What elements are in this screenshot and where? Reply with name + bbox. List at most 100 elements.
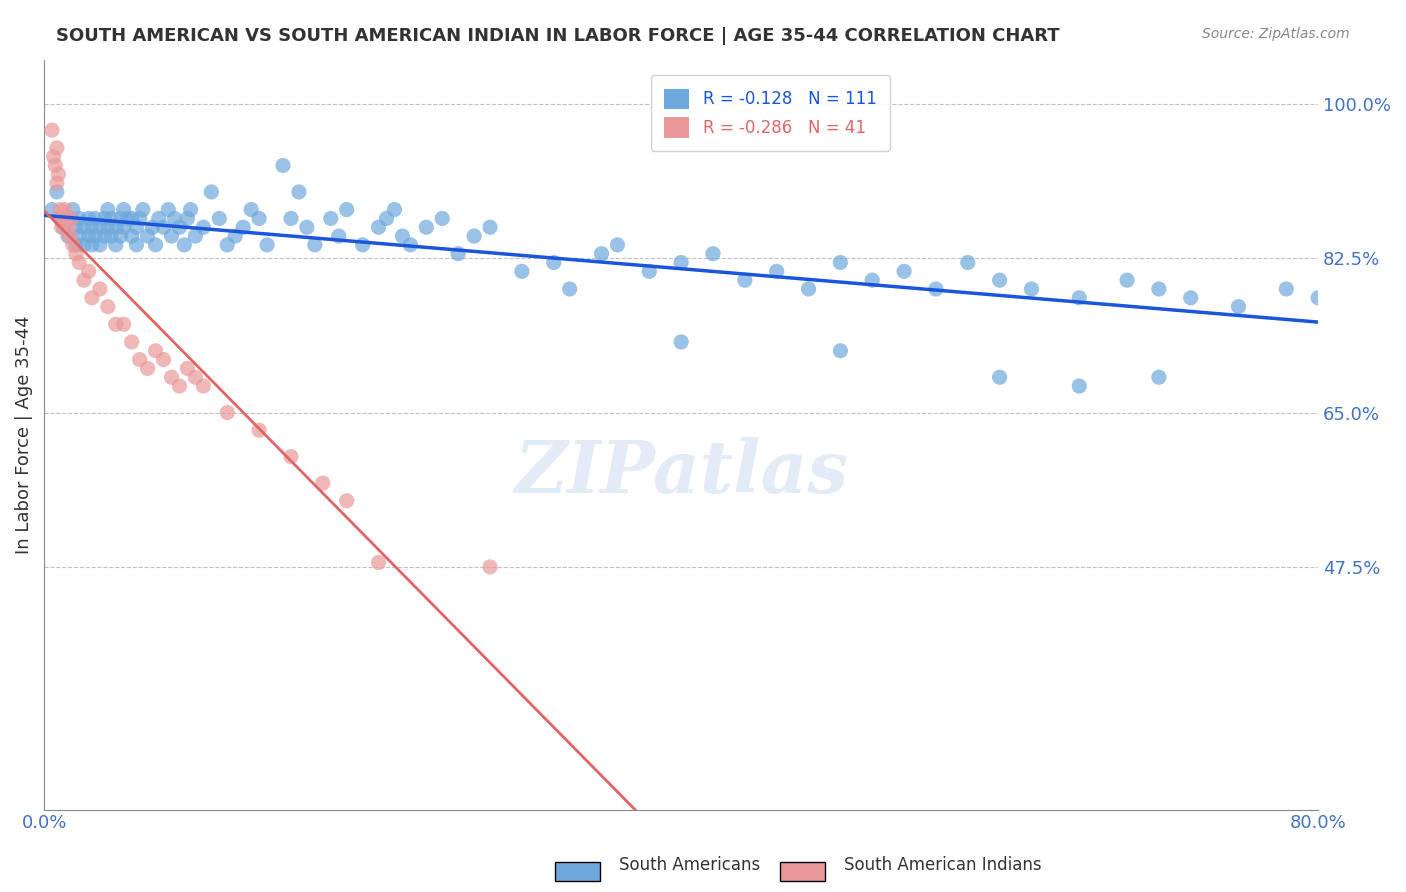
Point: [193, 220, 215, 235]
Point: [157, 202, 180, 217]
Point: [367, 556, 389, 570]
Point: [62, 238, 84, 252]
Point: [328, 229, 350, 244]
Point: [312, 476, 335, 491]
Point: [169, 379, 191, 393]
Point: [62, 202, 84, 217]
Point: [463, 229, 485, 244]
Point: [77, 264, 100, 278]
Point: [1227, 300, 1250, 314]
Point: [51, 220, 73, 235]
Point: [125, 238, 148, 252]
Point: [89, 220, 111, 235]
Point: [415, 220, 437, 235]
Point: [121, 229, 143, 244]
Point: [160, 229, 183, 244]
Point: [97, 202, 120, 217]
Point: [44, 159, 66, 173]
Point: [41, 202, 63, 217]
Point: [110, 211, 132, 226]
Text: South American Indians: South American Indians: [844, 856, 1042, 874]
Point: [67, 211, 90, 226]
Point: [1069, 291, 1091, 305]
Point: [176, 361, 198, 376]
Point: [60, 211, 83, 226]
Point: [152, 352, 174, 367]
Point: [606, 238, 628, 252]
Point: [121, 334, 143, 349]
Point: [336, 202, 359, 217]
Point: [53, 202, 76, 217]
Point: [58, 229, 80, 244]
Point: [97, 220, 120, 235]
Point: [217, 405, 239, 419]
Text: Source: ZipAtlas.com: Source: ZipAtlas.com: [1202, 27, 1350, 41]
Point: [65, 238, 87, 252]
Point: [1021, 282, 1043, 296]
Point: [447, 246, 470, 260]
Point: [110, 229, 132, 244]
Y-axis label: In Labor Force | Age 35-44: In Labor Force | Age 35-44: [15, 315, 32, 554]
Point: [399, 238, 422, 252]
Point: [173, 238, 195, 252]
Point: [988, 370, 1011, 384]
Point: [860, 273, 883, 287]
Point: [41, 123, 63, 137]
Point: [65, 246, 87, 260]
Point: [1180, 291, 1202, 305]
Point: [112, 202, 135, 217]
Point: [375, 211, 398, 226]
Point: [479, 220, 502, 235]
Text: ZIPatlas: ZIPatlas: [515, 436, 848, 508]
Text: South Americans: South Americans: [619, 856, 759, 874]
Point: [830, 255, 852, 269]
Point: [93, 211, 115, 226]
Point: [152, 220, 174, 235]
Point: [558, 282, 581, 296]
Point: [148, 211, 170, 226]
Point: [669, 334, 692, 349]
Point: [42, 150, 65, 164]
Point: [232, 220, 254, 235]
Point: [58, 211, 80, 226]
Point: [271, 159, 294, 173]
Point: [184, 370, 207, 384]
Point: [132, 202, 155, 217]
Point: [67, 255, 90, 269]
Point: [163, 211, 186, 226]
Point: [73, 220, 96, 235]
Point: [80, 291, 103, 305]
Point: [73, 273, 96, 287]
Point: [224, 229, 246, 244]
Point: [200, 185, 222, 199]
Point: [988, 273, 1011, 287]
Point: [97, 300, 120, 314]
Point: [45, 176, 67, 190]
Point: [141, 220, 163, 235]
Point: [367, 220, 389, 235]
Point: [136, 361, 159, 376]
Point: [136, 229, 159, 244]
Point: [49, 202, 72, 217]
Point: [638, 264, 661, 278]
Point: [217, 238, 239, 252]
Point: [128, 211, 150, 226]
Point: [169, 220, 191, 235]
Point: [52, 211, 75, 226]
Point: [73, 238, 96, 252]
Point: [391, 229, 413, 244]
Point: [112, 318, 135, 332]
Point: [432, 211, 454, 226]
Point: [510, 264, 533, 278]
Point: [104, 220, 127, 235]
Point: [734, 273, 756, 287]
Point: [49, 211, 72, 226]
Point: [702, 246, 724, 260]
Point: [669, 255, 692, 269]
Point: [125, 220, 148, 235]
Point: [80, 238, 103, 252]
Point: [384, 202, 406, 217]
Point: [84, 229, 107, 244]
Point: [591, 246, 613, 260]
Point: [280, 450, 302, 464]
